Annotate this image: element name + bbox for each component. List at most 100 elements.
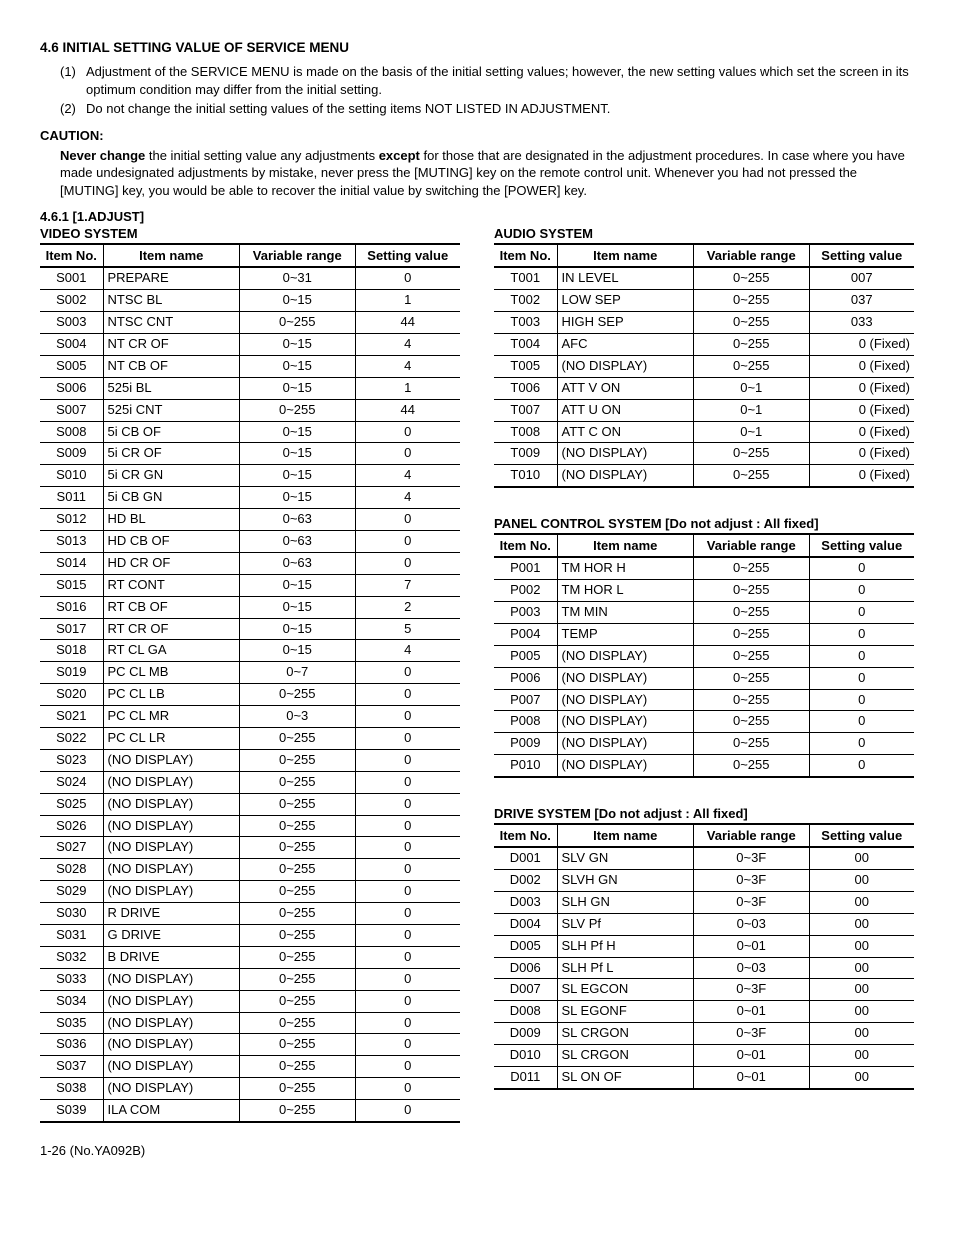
table-row: S017RT CR OF0~155 bbox=[40, 618, 460, 640]
cell: 0~255 bbox=[694, 267, 810, 289]
notes-block: (1)Adjustment of the SERVICE MENU is mad… bbox=[60, 63, 914, 118]
cell: 0~63 bbox=[240, 530, 356, 552]
cell: 0 bbox=[809, 689, 914, 711]
cell: 525i CNT bbox=[103, 399, 240, 421]
cell: (NO DISPLAY) bbox=[103, 859, 240, 881]
table-row: T005(NO DISPLAY)0~2550 (Fixed) bbox=[494, 355, 914, 377]
cell: S023 bbox=[40, 749, 103, 771]
cell: S018 bbox=[40, 640, 103, 662]
cell: R DRIVE bbox=[103, 903, 240, 925]
cell: G DRIVE bbox=[103, 925, 240, 947]
cell: 0~15 bbox=[240, 574, 356, 596]
cell: ATT C ON bbox=[557, 421, 694, 443]
table-row: T010(NO DISPLAY)0~2550 (Fixed) bbox=[494, 465, 914, 487]
cell: 0~255 bbox=[694, 443, 810, 465]
cell: TEMP bbox=[557, 623, 694, 645]
cell: S006 bbox=[40, 377, 103, 399]
table-row: S012HD BL0~630 bbox=[40, 509, 460, 531]
caution-bold-2: except bbox=[379, 148, 420, 163]
table-row: S031G DRIVE0~2550 bbox=[40, 925, 460, 947]
table-row: P007(NO DISPLAY)0~2550 bbox=[494, 689, 914, 711]
cell: S028 bbox=[40, 859, 103, 881]
cell: ILA COM bbox=[103, 1100, 240, 1122]
cell: 0~15 bbox=[240, 377, 356, 399]
cell: 033 bbox=[809, 312, 914, 334]
cell: 00 bbox=[809, 913, 914, 935]
table-row: S037(NO DISPLAY)0~2550 bbox=[40, 1056, 460, 1078]
cell: 0~15 bbox=[240, 465, 356, 487]
cell: 1 bbox=[355, 377, 460, 399]
cell: (NO DISPLAY) bbox=[103, 881, 240, 903]
cell: P010 bbox=[494, 755, 557, 777]
cell: T005 bbox=[494, 355, 557, 377]
drive-title: DRIVE SYSTEM [Do not adjust : All fixed] bbox=[494, 806, 914, 821]
cell: 0~255 bbox=[240, 815, 356, 837]
page-footer: 1-26 (No.YA092B) bbox=[40, 1143, 914, 1158]
cell: S032 bbox=[40, 946, 103, 968]
cell: S038 bbox=[40, 1078, 103, 1100]
cell: 0 bbox=[355, 859, 460, 881]
cell: 0~15 bbox=[240, 640, 356, 662]
cell: 4 bbox=[355, 487, 460, 509]
cell: 0~7 bbox=[240, 662, 356, 684]
cell: D003 bbox=[494, 891, 557, 913]
table-row: S025(NO DISPLAY)0~2550 bbox=[40, 793, 460, 815]
cell: 0~15 bbox=[240, 333, 356, 355]
cell: 0 bbox=[809, 623, 914, 645]
audio-title: AUDIO SYSTEM bbox=[494, 226, 914, 241]
col-header-name: Item name bbox=[103, 244, 240, 267]
cell: P008 bbox=[494, 711, 557, 733]
cell: D001 bbox=[494, 847, 557, 869]
table-row: S028(NO DISPLAY)0~2550 bbox=[40, 859, 460, 881]
cell: 0 bbox=[355, 530, 460, 552]
col-header-range: Variable range bbox=[694, 534, 810, 557]
cell: S012 bbox=[40, 509, 103, 531]
table-row: P009(NO DISPLAY)0~2550 bbox=[494, 733, 914, 755]
video-title: VIDEO SYSTEM bbox=[40, 226, 460, 241]
cell: SL CRGON bbox=[557, 1023, 694, 1045]
table-row: S003NTSC CNT0~25544 bbox=[40, 312, 460, 334]
table-row: T007ATT U ON0~10 (Fixed) bbox=[494, 399, 914, 421]
cell: 525i BL bbox=[103, 377, 240, 399]
table-row: P005(NO DISPLAY)0~2550 bbox=[494, 645, 914, 667]
cell: S015 bbox=[40, 574, 103, 596]
cell: 00 bbox=[809, 1023, 914, 1045]
cell: 00 bbox=[809, 869, 914, 891]
cell: 0 (Fixed) bbox=[809, 377, 914, 399]
cell: 0~01 bbox=[694, 1001, 810, 1023]
cell: 0 bbox=[355, 925, 460, 947]
cell: HD CR OF bbox=[103, 552, 240, 574]
cell: S033 bbox=[40, 968, 103, 990]
table-row: S014HD CR OF0~630 bbox=[40, 552, 460, 574]
table-row: S038(NO DISPLAY)0~2550 bbox=[40, 1078, 460, 1100]
cell: SLV Pf bbox=[557, 913, 694, 935]
cell: 0~255 bbox=[694, 355, 810, 377]
subsection-heading: 4.6.1 [1.ADJUST] bbox=[40, 209, 914, 224]
table-row: T002LOW SEP0~255037 bbox=[494, 290, 914, 312]
cell: T010 bbox=[494, 465, 557, 487]
cell: S034 bbox=[40, 990, 103, 1012]
cell: 0~255 bbox=[240, 837, 356, 859]
note-text: Do not change the initial setting values… bbox=[86, 100, 914, 118]
cell: 0~3F bbox=[694, 891, 810, 913]
cell: 0 (Fixed) bbox=[809, 399, 914, 421]
cell: 0~15 bbox=[240, 443, 356, 465]
cell: S035 bbox=[40, 1012, 103, 1034]
cell: T008 bbox=[494, 421, 557, 443]
col-header-val: Setting value bbox=[809, 534, 914, 557]
cell: 0~1 bbox=[694, 399, 810, 421]
cell: 0~255 bbox=[240, 859, 356, 881]
cell: S027 bbox=[40, 837, 103, 859]
cell: NTSC BL bbox=[103, 290, 240, 312]
table-row: S024(NO DISPLAY)0~2550 bbox=[40, 771, 460, 793]
table-row: T003HIGH SEP0~255033 bbox=[494, 312, 914, 334]
cell: 0~15 bbox=[240, 421, 356, 443]
cell: HIGH SEP bbox=[557, 312, 694, 334]
table-row: S032B DRIVE0~2550 bbox=[40, 946, 460, 968]
cell: T003 bbox=[494, 312, 557, 334]
cell: 0~1 bbox=[694, 377, 810, 399]
table-row: S039ILA COM0~2550 bbox=[40, 1100, 460, 1122]
cell: 0~63 bbox=[240, 552, 356, 574]
col-header-no: Item No. bbox=[494, 824, 557, 847]
cell: 0~255 bbox=[694, 667, 810, 689]
